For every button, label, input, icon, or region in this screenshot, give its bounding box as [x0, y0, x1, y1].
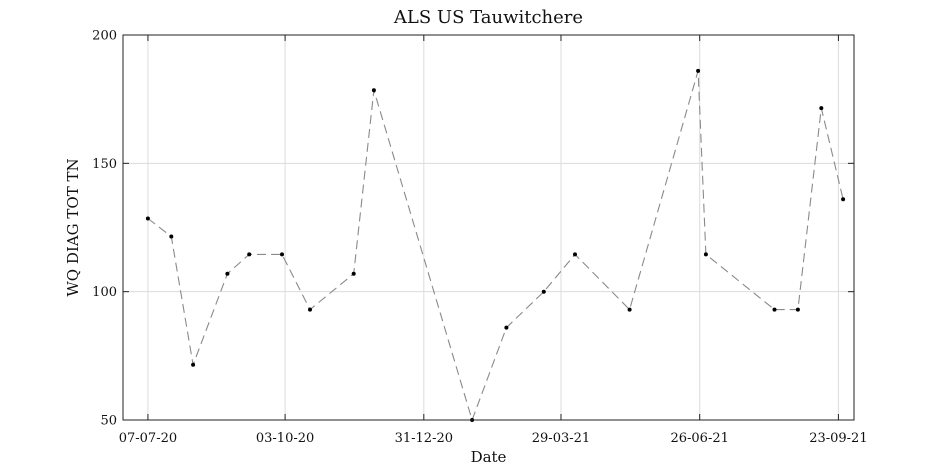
data-point-10: [504, 325, 509, 330]
data-point-4: [247, 252, 252, 257]
data-point-6: [308, 307, 312, 312]
chart-title: ALS US Tauwitchere: [393, 7, 583, 28]
x-tick-label: 07-07-20: [119, 431, 177, 446]
data-point-7: [351, 271, 356, 276]
data-point-13: [627, 307, 632, 312]
data-point-17: [795, 307, 800, 312]
y-tick-label: 100: [92, 285, 117, 300]
data-point-19: [841, 197, 846, 202]
x-tick-label: 23-09-21: [809, 431, 867, 446]
data-point-14: [696, 68, 701, 73]
data-point-1: [169, 234, 174, 239]
x-tick-label: 26-06-21: [670, 431, 728, 446]
x-tick-label: 29-03-21: [532, 431, 590, 446]
data-point-12: [573, 252, 577, 257]
y-tick-label: 50: [100, 414, 117, 429]
data-point-15: [703, 252, 708, 257]
y-axis-label: WQ DIAG TOT TN: [64, 158, 82, 296]
data-point-5: [280, 252, 284, 257]
data-point-8: [371, 88, 376, 93]
data-point-3: [225, 271, 230, 276]
plot-frame: [122, 34, 855, 421]
tick-layer: 07-07-20 03-10-20 31-12-20 29-03-21 26-06-21…: [92, 29, 867, 447]
data-point-16: [772, 307, 777, 312]
x-axis-label: Date: [471, 448, 507, 466]
x-tick-label: 31-12-20: [395, 431, 453, 446]
data-point-2: [191, 362, 196, 367]
data-point-11: [541, 289, 546, 294]
data-point-0: [145, 216, 150, 221]
x-tick-label: 03-10-20: [256, 431, 314, 446]
y-tick-label: 200: [92, 29, 117, 44]
grid-layer: [123, 34, 854, 421]
series-line-0: [147, 70, 844, 422]
data-point-18: [819, 106, 824, 111]
y-tick-label: 150: [92, 157, 117, 172]
series-layer: [145, 68, 846, 422]
